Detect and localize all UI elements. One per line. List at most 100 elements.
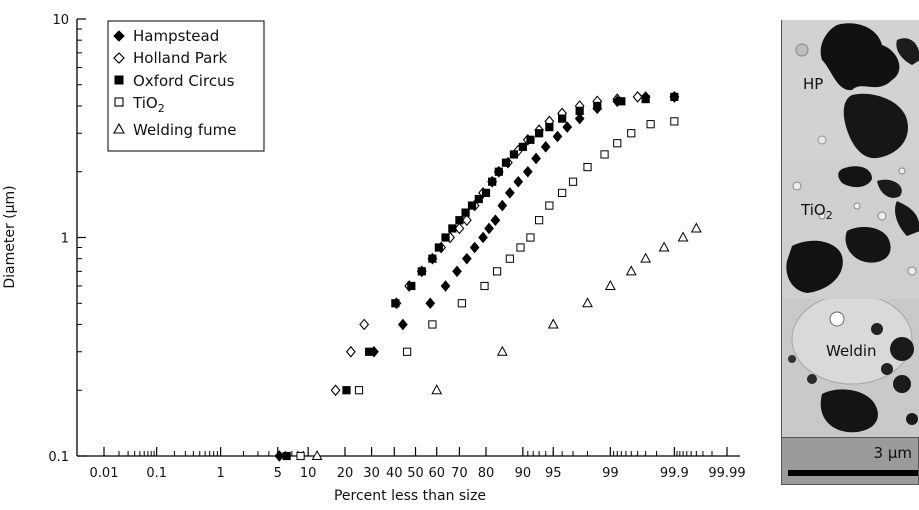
legend-marker-tio2 (114, 97, 124, 107)
x-tick-label: 80 (478, 466, 495, 481)
point-oxford-circus (391, 299, 400, 308)
point-oxford-circus (441, 233, 450, 242)
x-tick-label: 40 (386, 466, 403, 481)
scale-bar (788, 470, 918, 476)
point-holland-park (632, 91, 643, 103)
legend-marker-hampstead (113, 30, 125, 42)
point-welding-fume (431, 384, 443, 395)
point-oxford-circus (509, 150, 519, 159)
point-tio2 (505, 254, 514, 263)
point-tio2 (535, 216, 544, 225)
x-tick-label: 20 (337, 466, 354, 481)
point-tio2 (646, 120, 655, 129)
point-oxford-circus (455, 216, 464, 225)
point-welding-fume (547, 318, 559, 329)
point-oxford-circus (417, 267, 426, 276)
legend: Hampstead Holland Park Oxford Circus TiO… (107, 20, 265, 152)
point-oxford-circus (575, 106, 584, 115)
point-welding-fume (690, 222, 702, 233)
point-holland-park (359, 318, 370, 331)
x-tick-label: 95 (545, 466, 562, 481)
legend-marker-oxford-circus (114, 75, 124, 85)
point-hampstead (552, 130, 563, 143)
point-oxford-circus (526, 135, 535, 144)
point-hampstead (540, 141, 551, 153)
y-axis-title: Diameter (μm) (2, 185, 18, 288)
y-ticks: 0.1 1 10 (48, 13, 86, 465)
point-welding-fume (582, 297, 593, 308)
point-oxford-circus (282, 451, 291, 461)
panel-label-tio2: TiO2 (801, 201, 833, 222)
point-tio2 (526, 233, 535, 242)
point-tio2 (428, 320, 437, 329)
point-oxford-circus (535, 129, 544, 138)
point-welding-fume (625, 265, 637, 276)
point-hampstead (274, 450, 285, 462)
x-tick-label: 70 (451, 466, 468, 481)
x-tick-label: 0.1 (146, 466, 167, 481)
point-hampstead (490, 214, 501, 226)
point-tio2 (670, 117, 679, 126)
point-hampstead (478, 231, 488, 244)
legend-label-holland-park: Holland Park (133, 49, 228, 67)
point-tio2 (613, 139, 622, 148)
point-tio2 (480, 281, 489, 291)
x-tick-label: 1 (217, 466, 225, 481)
point-tio2 (600, 150, 609, 159)
point-hampstead (425, 297, 436, 310)
point-holland-park (330, 384, 341, 397)
micrograph-welding: Weldin (781, 299, 919, 437)
micrograph-hp: HP (781, 20, 919, 161)
point-welding-fume (640, 252, 652, 263)
scale-bar-box: 3 μm (781, 437, 919, 485)
point-hampstead (574, 112, 585, 125)
x-tick-label: 50 (407, 466, 424, 481)
point-hampstead (398, 318, 408, 331)
point-hampstead (484, 222, 494, 235)
point-tio2 (402, 347, 412, 356)
point-welding-fume (677, 231, 689, 242)
point-hampstead (452, 265, 462, 278)
point-welding-fume (658, 241, 670, 252)
point-tio2 (627, 129, 636, 138)
y-tick-label: 0.1 (48, 450, 69, 465)
legend-label-oxford-circus: Oxford Circus (133, 72, 235, 90)
point-holland-park (454, 222, 465, 235)
point-hampstead (497, 199, 508, 212)
point-tio2 (568, 177, 578, 186)
point-tio2 (457, 299, 466, 308)
point-oxford-circus (481, 188, 491, 197)
x-tick-label: 99 (602, 466, 619, 481)
point-hampstead (562, 121, 573, 133)
point-oxford-circus (488, 177, 497, 186)
point-tio2 (296, 451, 305, 461)
legend-box (107, 20, 265, 152)
point-oxford-circus (365, 347, 374, 356)
point-oxford-circus (641, 94, 650, 104)
point-welding-fume (604, 279, 616, 290)
point-tio2 (354, 386, 364, 395)
point-hampstead (504, 187, 515, 199)
point-tio2 (516, 243, 525, 252)
x-tick-label: 60 (428, 466, 445, 481)
x-tick-label: 30 (363, 466, 380, 481)
x-axis-title: Percent less than size (334, 488, 486, 504)
point-oxford-circus (407, 281, 416, 291)
x-tick-label: 0.01 (90, 466, 119, 481)
point-holland-park (345, 345, 356, 358)
x-tick-label: 99.99 (708, 466, 745, 481)
legend-marker-holland-park (113, 52, 125, 64)
panel-label-welding: Weldin (826, 342, 877, 360)
point-oxford-circus (558, 114, 567, 123)
point-oxford-circus (501, 158, 511, 167)
point-tio2 (545, 201, 554, 210)
point-oxford-circus (670, 92, 679, 102)
micrograph-tio2: TiO2 (781, 161, 919, 299)
legend-marker-welding-fume (113, 122, 125, 134)
legend-label-tio2: TiO2 (132, 94, 165, 115)
point-oxford-circus (461, 208, 470, 217)
x-tick-label: 99.9 (660, 466, 689, 481)
x-tick-label: 90 (515, 466, 532, 481)
x-tick-label: 10 (300, 466, 317, 481)
point-oxford-circus (518, 142, 527, 151)
